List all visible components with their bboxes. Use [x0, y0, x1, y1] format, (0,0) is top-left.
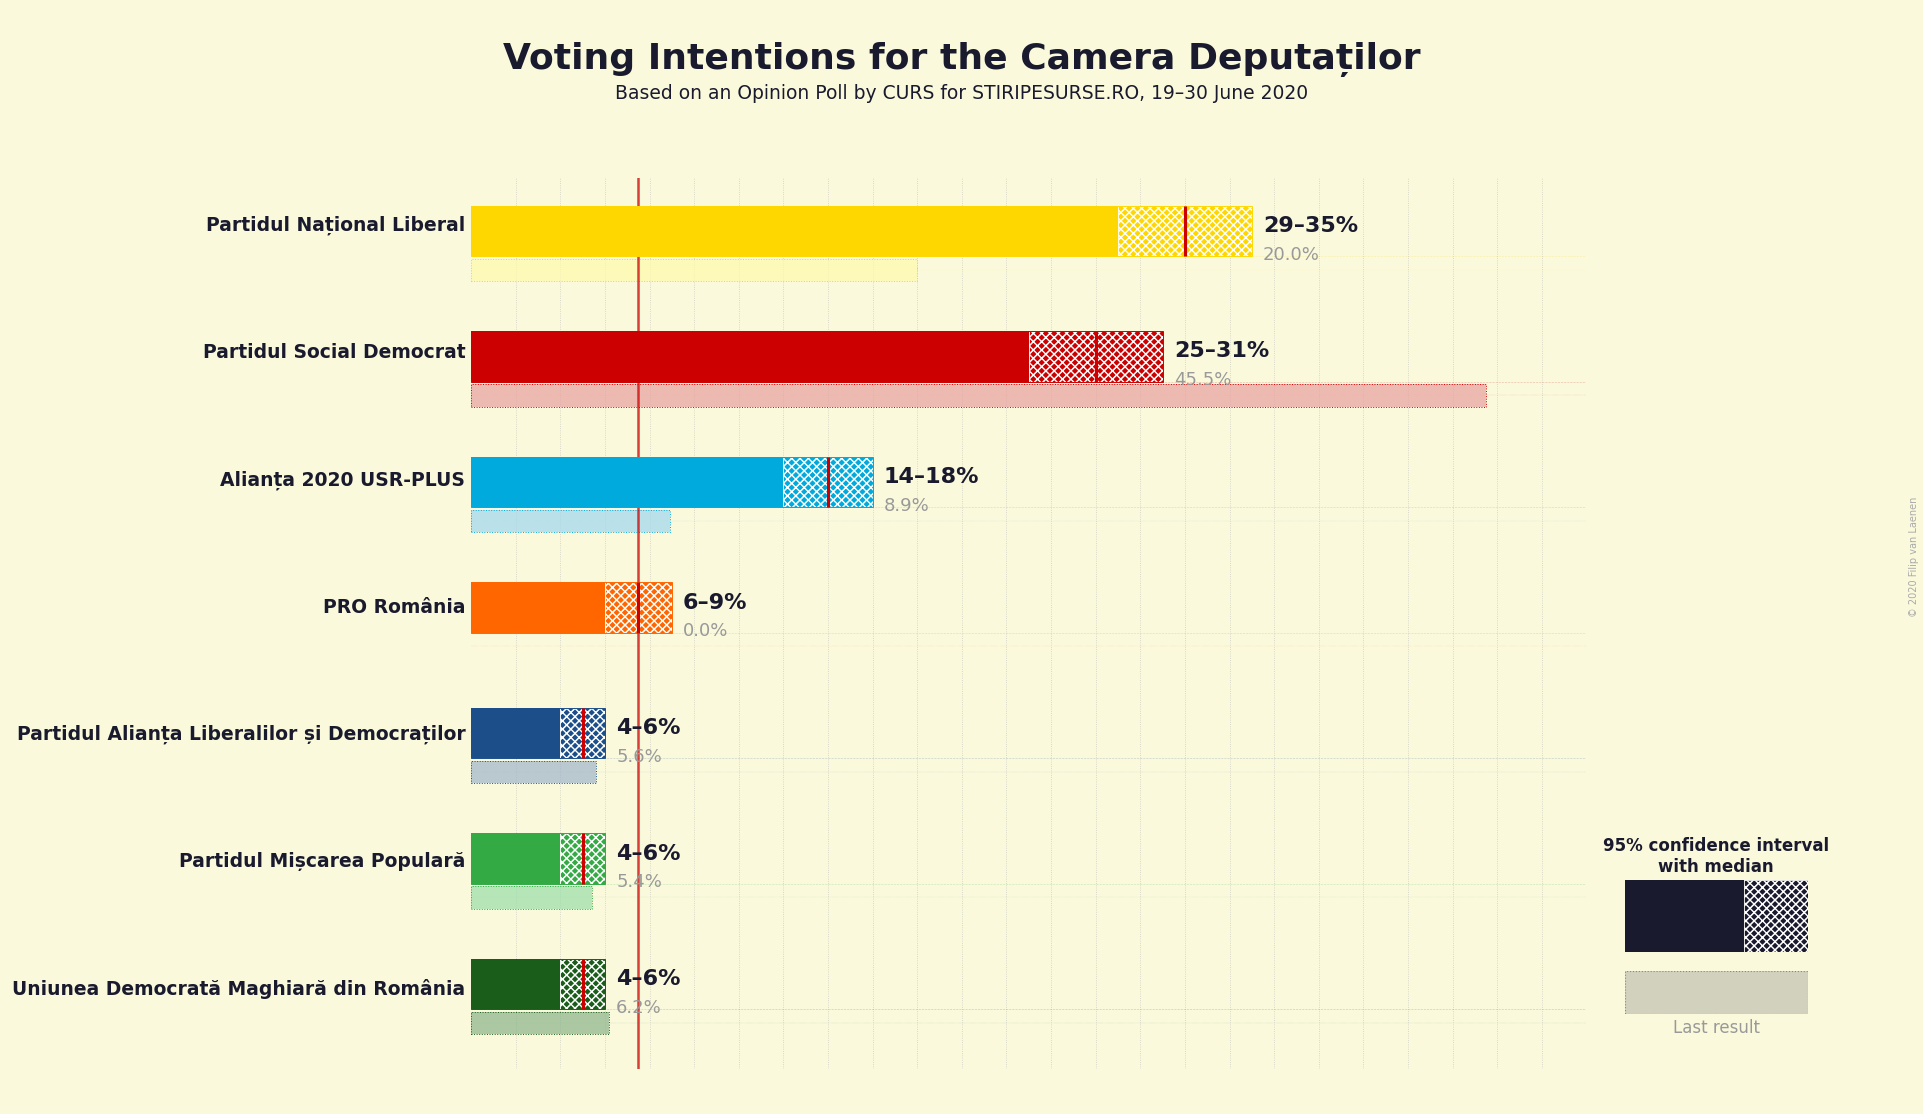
Bar: [1744, 880, 1808, 952]
Text: Alianța 2020 USR-PLUS: Alianța 2020 USR-PLUS: [221, 470, 465, 490]
Text: 20.0%: 20.0%: [1263, 246, 1319, 264]
Text: 45.5%: 45.5%: [1173, 371, 1231, 389]
Bar: [471, 457, 873, 507]
Bar: [471, 761, 596, 783]
Bar: [471, 1012, 610, 1034]
Text: 14–18%: 14–18%: [885, 467, 979, 487]
Bar: [471, 1012, 610, 1034]
Bar: [471, 206, 1252, 256]
Bar: [471, 509, 669, 532]
Bar: [471, 886, 592, 909]
Bar: [560, 833, 606, 883]
Text: 4–6%: 4–6%: [615, 843, 681, 863]
Bar: [471, 258, 917, 281]
Text: Based on an Opinion Poll by CURS for STIRIPESURSE.RO, 19–30 June 2020: Based on an Opinion Poll by CURS for STI…: [615, 84, 1308, 102]
Text: 6.2%: 6.2%: [615, 999, 662, 1017]
Text: 6–9%: 6–9%: [683, 593, 748, 613]
Bar: [783, 457, 873, 507]
Text: Uniunea Democrată Maghiară din România: Uniunea Democrată Maghiară din România: [12, 979, 465, 999]
Bar: [471, 583, 671, 633]
Bar: [1029, 331, 1163, 382]
Text: Partidul Național Liberal: Partidul Național Liberal: [206, 216, 465, 235]
Bar: [560, 959, 606, 1009]
Text: 4–6%: 4–6%: [615, 719, 681, 737]
Bar: [471, 384, 1486, 407]
Bar: [560, 833, 606, 883]
Text: Partidul Social Democrat: Partidul Social Democrat: [202, 343, 465, 362]
Bar: [471, 833, 560, 883]
Text: Partidul Alianța Liberalilor și Democraților: Partidul Alianța Liberalilor și Democraț…: [17, 725, 465, 744]
Bar: [471, 331, 1163, 382]
Bar: [471, 258, 917, 281]
Bar: [471, 707, 606, 759]
Bar: [471, 886, 592, 909]
Text: 95% confidence interval
with median: 95% confidence interval with median: [1604, 837, 1829, 876]
Bar: [1744, 880, 1808, 952]
Bar: [1625, 880, 1744, 952]
Bar: [471, 331, 1029, 382]
Bar: [471, 457, 783, 507]
Bar: [606, 583, 671, 633]
Bar: [471, 509, 669, 532]
Text: 25–31%: 25–31%: [1173, 342, 1269, 361]
Bar: [783, 457, 873, 507]
Text: Partidul Mișcarea Populară: Partidul Mișcarea Populară: [179, 852, 465, 871]
Text: PRO România: PRO România: [323, 598, 465, 617]
Bar: [471, 959, 560, 1009]
Text: Last result: Last result: [1673, 1019, 1760, 1037]
Bar: [1117, 206, 1252, 256]
Bar: [471, 761, 596, 783]
Text: 8.9%: 8.9%: [885, 497, 929, 515]
Text: © 2020 Filip van Laenen: © 2020 Filip van Laenen: [1910, 497, 1919, 617]
Bar: [471, 206, 1117, 256]
Text: 5.6%: 5.6%: [615, 747, 662, 766]
Bar: [471, 707, 560, 759]
Text: Voting Intentions for the Camera Deputaților: Voting Intentions for the Camera Deputaț…: [502, 42, 1421, 77]
Text: 4–6%: 4–6%: [615, 969, 681, 989]
Bar: [471, 833, 606, 883]
Bar: [560, 707, 606, 759]
Text: 5.4%: 5.4%: [615, 873, 662, 891]
Text: 29–35%: 29–35%: [1263, 216, 1358, 236]
Bar: [471, 959, 606, 1009]
Bar: [471, 583, 606, 633]
Bar: [1117, 206, 1252, 256]
Bar: [560, 707, 606, 759]
Bar: [1029, 331, 1163, 382]
Bar: [560, 959, 606, 1009]
Text: 0.0%: 0.0%: [683, 623, 729, 641]
Bar: [606, 583, 671, 633]
Bar: [471, 384, 1486, 407]
